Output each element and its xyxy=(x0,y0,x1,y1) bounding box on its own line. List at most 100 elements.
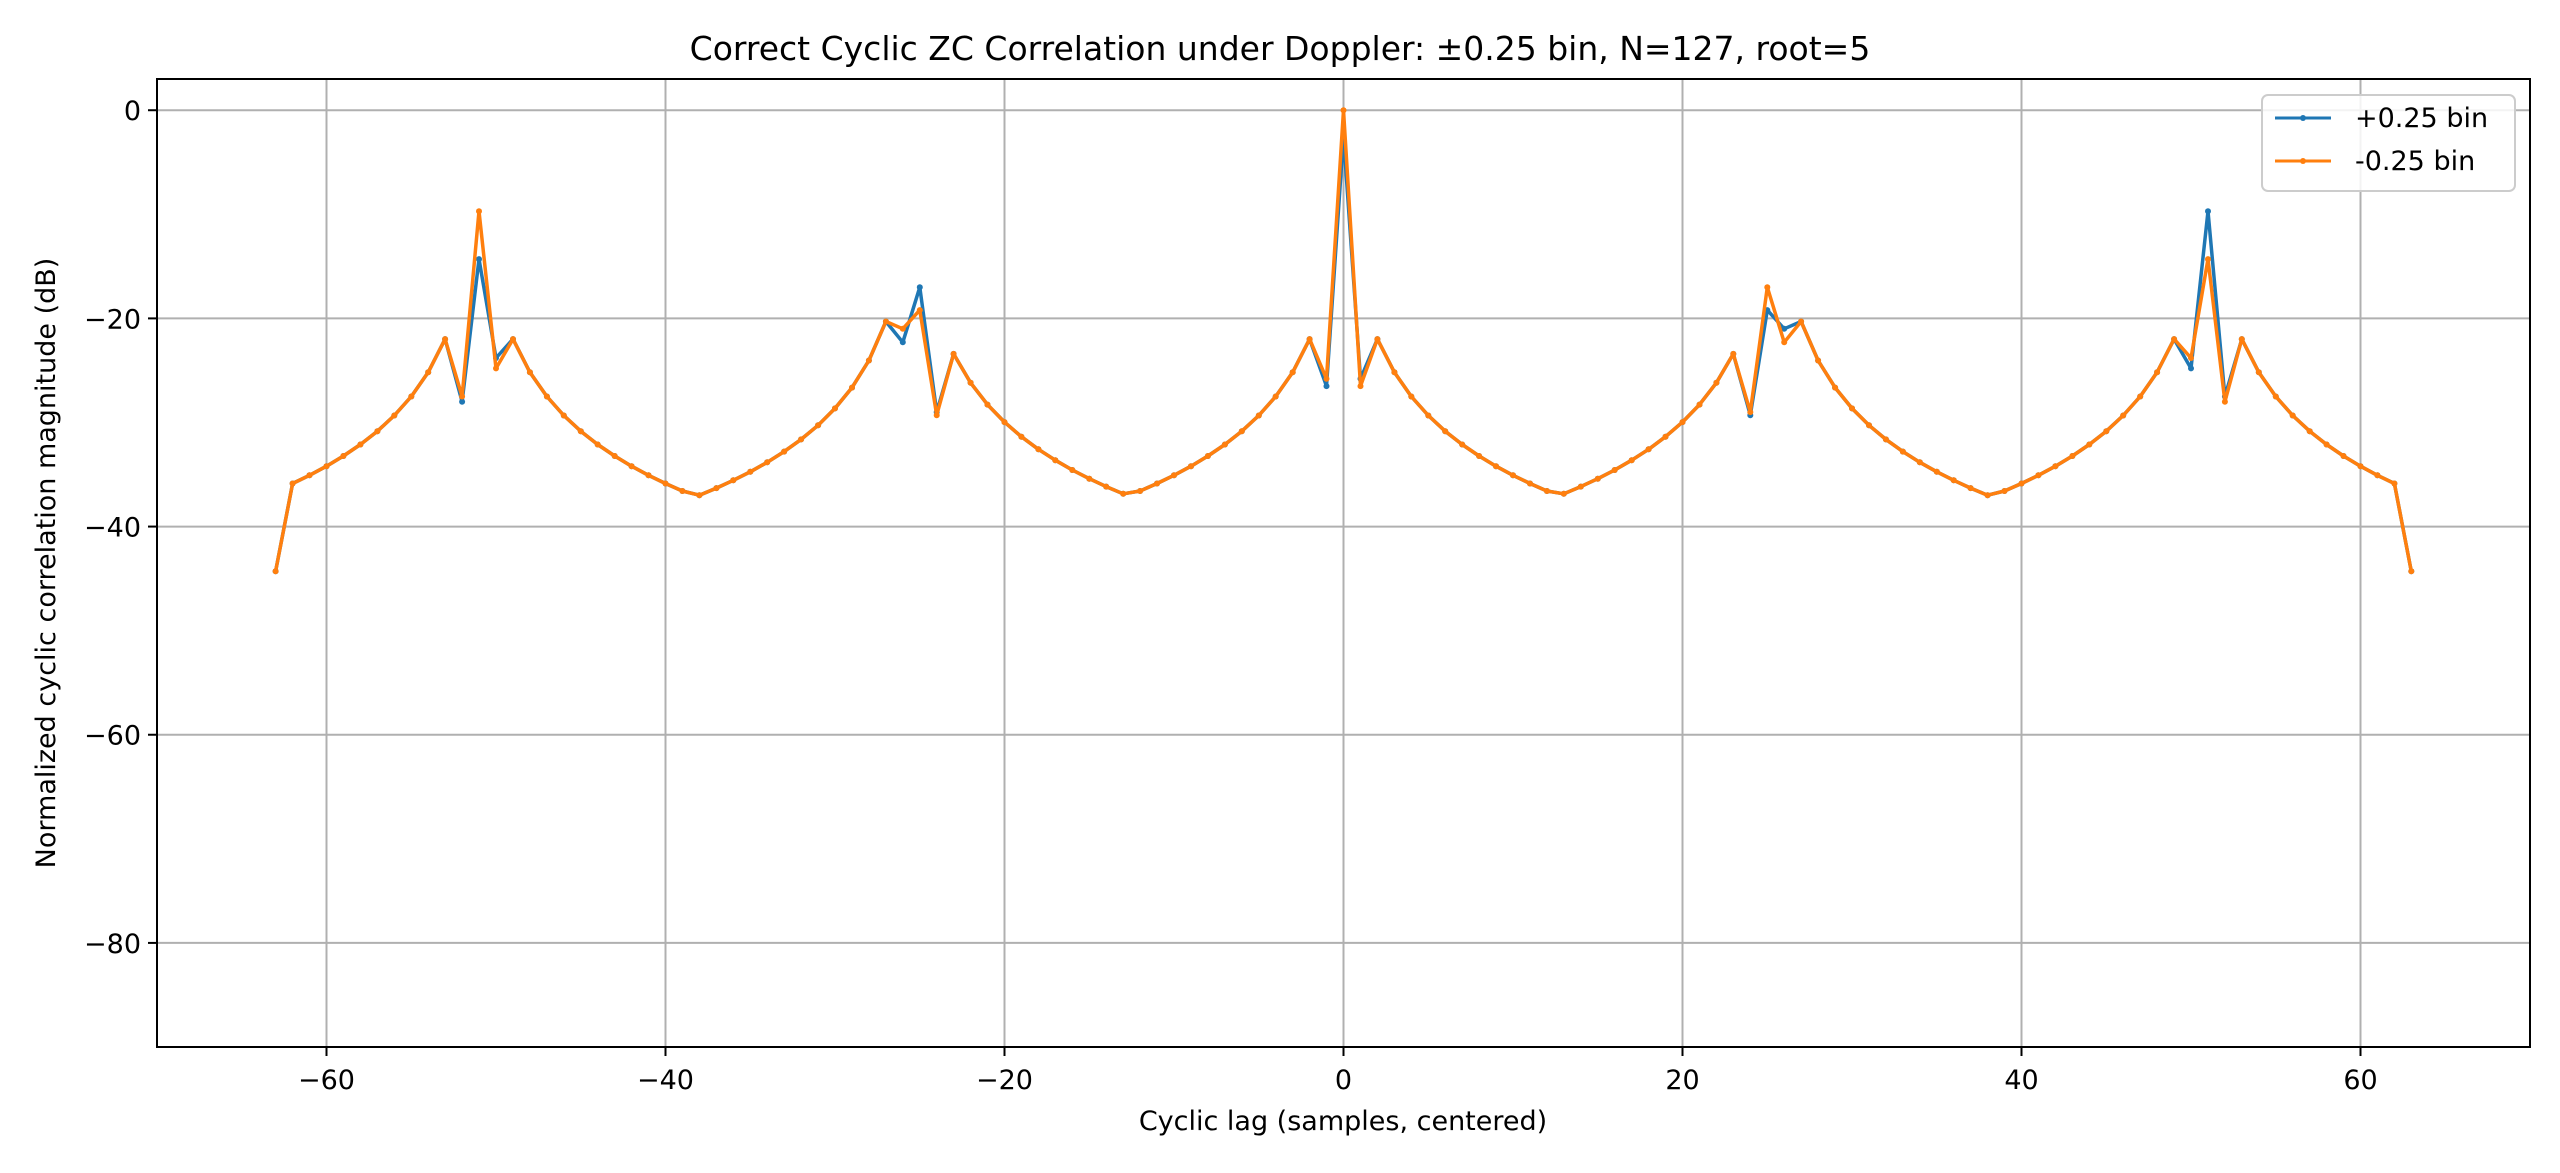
data-point xyxy=(662,480,669,487)
data-point xyxy=(1238,428,1245,435)
data-point xyxy=(476,208,482,215)
data-point xyxy=(459,393,466,400)
data-point xyxy=(577,428,584,435)
data-point xyxy=(1628,457,1635,464)
data-point xyxy=(1967,485,1974,492)
data-point xyxy=(1882,436,1889,443)
data-point xyxy=(611,453,618,459)
y-tick-label: −60 xyxy=(84,721,141,752)
data-point xyxy=(510,336,516,343)
data-point xyxy=(1527,480,1533,487)
data-point xyxy=(1476,453,1483,459)
data-point xyxy=(560,412,567,419)
data-point xyxy=(2035,472,2042,479)
data-point xyxy=(2221,398,2228,405)
data-point xyxy=(1323,375,1330,382)
data-point xyxy=(781,448,788,455)
data-point xyxy=(374,428,381,435)
data-point xyxy=(1425,412,1432,419)
data-point xyxy=(1442,428,1449,435)
data-point xyxy=(1510,472,1516,479)
data-point xyxy=(1730,350,1737,357)
data-point xyxy=(272,568,279,575)
data-point xyxy=(425,369,432,376)
data-point xyxy=(1713,379,1720,386)
data-point xyxy=(899,325,906,332)
data-point xyxy=(1899,448,1906,455)
x-axis: −60 −40 −20 0 20 40 60 xyxy=(298,1047,2378,1096)
data-point xyxy=(1984,492,1991,499)
data-point xyxy=(747,468,754,475)
data-point xyxy=(2205,208,2211,215)
data-point xyxy=(1560,490,1567,497)
data-point xyxy=(1272,393,1279,400)
data-point xyxy=(1323,383,1330,390)
y-tick-label: 0 xyxy=(124,96,141,127)
data-point xyxy=(1374,336,1381,343)
data-point xyxy=(543,393,550,400)
data-point xyxy=(2357,463,2364,470)
data-point xyxy=(2306,428,2313,435)
data-point xyxy=(2255,369,2262,376)
legend-label-minus: -0.25 bin xyxy=(2355,146,2475,177)
data-point xyxy=(1154,480,1160,487)
data-point xyxy=(1679,419,1686,426)
data-point xyxy=(1594,475,1601,482)
data-point xyxy=(815,422,822,429)
data-point xyxy=(2103,428,2110,435)
legend: +0.25 bin -0.25 bin xyxy=(2261,94,2516,192)
data-point xyxy=(2188,365,2194,372)
data-point xyxy=(1204,453,1211,459)
series-1 xyxy=(272,107,2415,575)
data-point xyxy=(1120,490,1127,497)
y-tick-label: −40 xyxy=(84,513,141,544)
data-point xyxy=(2137,393,2144,400)
data-point xyxy=(1645,446,1652,453)
data-point xyxy=(730,477,737,484)
data-point xyxy=(1188,463,1194,470)
data-point xyxy=(323,463,330,470)
data-point xyxy=(1781,339,1788,346)
data-point xyxy=(882,318,889,325)
data-point xyxy=(2069,453,2076,459)
data-point xyxy=(442,336,449,343)
data-point xyxy=(696,492,703,499)
y-axis-title: Normalized cyclic correlation magnitude … xyxy=(31,258,62,869)
data-point xyxy=(1916,459,1923,466)
series-layer xyxy=(272,107,2415,575)
data-point xyxy=(713,485,720,492)
data-point xyxy=(594,441,601,448)
data-point xyxy=(1493,463,1499,470)
data-point xyxy=(2205,256,2211,263)
data-point xyxy=(984,401,991,408)
data-point xyxy=(2323,441,2330,448)
data-point xyxy=(1933,468,1940,475)
x-tick-label: 20 xyxy=(1665,1065,1699,1096)
data-point xyxy=(2018,480,2025,487)
data-point xyxy=(899,339,906,346)
data-point xyxy=(1662,433,1669,440)
data-point xyxy=(1137,488,1144,494)
x-tick-label: −60 xyxy=(298,1065,355,1096)
data-point xyxy=(340,453,347,459)
x-tick-label: 60 xyxy=(2343,1065,2377,1096)
data-point xyxy=(2408,568,2415,575)
data-point xyxy=(1611,467,1618,473)
y-tick-label: −80 xyxy=(84,929,141,960)
data-point xyxy=(1798,318,1805,325)
data-point xyxy=(645,472,652,479)
data-point xyxy=(1086,475,1093,482)
data-point xyxy=(1306,336,1313,343)
data-point xyxy=(1408,393,1415,400)
data-point xyxy=(916,307,923,314)
data-point xyxy=(526,369,533,376)
data-point xyxy=(916,284,923,291)
x-tick-label: −40 xyxy=(637,1065,694,1096)
data-point xyxy=(628,463,635,470)
data-point xyxy=(2340,453,2347,459)
data-point xyxy=(967,379,974,386)
y-tick-label: −20 xyxy=(84,304,141,335)
data-point xyxy=(2272,393,2279,400)
data-point xyxy=(849,384,855,391)
data-point xyxy=(1815,357,1822,364)
